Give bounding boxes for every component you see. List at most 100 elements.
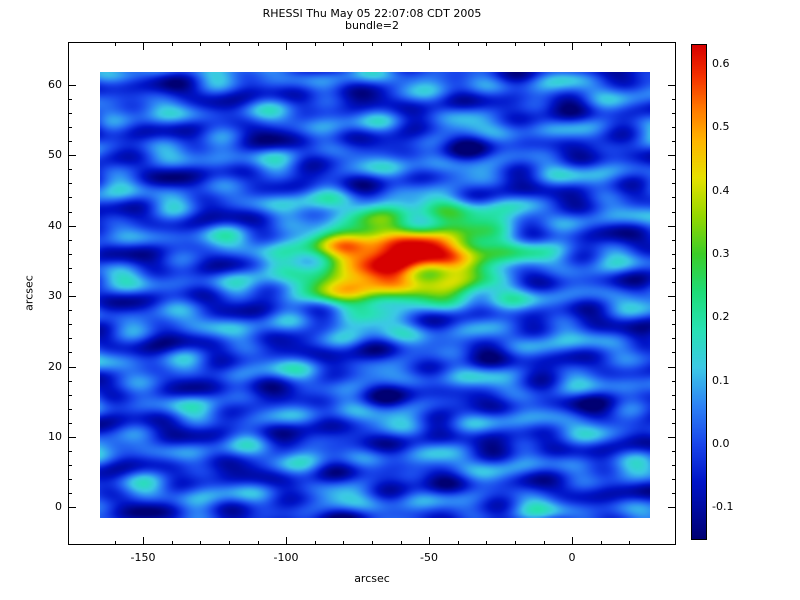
y-minor-tick [672, 423, 675, 424]
x-minor-tick [515, 43, 516, 46]
y-tick [69, 85, 76, 86]
x-tick [143, 43, 144, 50]
y-minor-tick [69, 113, 72, 114]
y-minor-tick [672, 212, 675, 213]
y-minor-tick [69, 212, 72, 213]
x-minor-tick [229, 541, 230, 544]
colorbar-tick-label: 0.2 [712, 310, 730, 323]
y-minor-tick [672, 169, 675, 170]
y-tick-label: 10 [48, 430, 62, 443]
x-minor-tick [372, 541, 373, 544]
y-minor-tick [69, 282, 72, 283]
x-minor-tick [258, 541, 259, 544]
x-minor-tick [343, 541, 344, 544]
x-minor-tick [544, 541, 545, 544]
x-tick [572, 537, 573, 544]
y-minor-tick [69, 254, 72, 255]
x-minor-tick [115, 43, 116, 46]
colorbar-tick-label: 0.5 [712, 120, 730, 133]
y-tick [69, 226, 76, 227]
x-minor-tick [315, 43, 316, 46]
y-tick-label: 40 [48, 219, 62, 232]
y-minor-tick [69, 169, 72, 170]
x-minor-tick [544, 43, 545, 46]
y-minor-tick [69, 324, 72, 325]
y-tick [668, 437, 675, 438]
y-tick-label: 30 [48, 289, 62, 302]
y-minor-tick [69, 183, 72, 184]
x-minor-tick [258, 43, 259, 46]
x-tick [429, 537, 430, 544]
y-minor-tick [69, 409, 72, 410]
y-minor-tick [672, 240, 675, 241]
x-minor-tick [372, 43, 373, 46]
y-minor-tick [672, 479, 675, 480]
y-minor-tick [672, 113, 675, 114]
x-tick-label: -100 [273, 551, 299, 564]
x-minor-tick [172, 43, 173, 46]
x-minor-tick [515, 541, 516, 544]
y-minor-tick [672, 352, 675, 353]
y-minor-tick [672, 451, 675, 452]
x-minor-tick [629, 43, 630, 46]
y-minor-tick [672, 324, 675, 325]
x-minor-tick [601, 43, 602, 46]
y-minor-tick [672, 127, 675, 128]
y-minor-tick [672, 183, 675, 184]
y-minor-tick [69, 99, 72, 100]
y-minor-tick [672, 409, 675, 410]
colorbar-tick-label: 0.3 [712, 247, 730, 260]
y-minor-tick [672, 254, 675, 255]
x-tick-label: -150 [130, 551, 156, 564]
y-minor-tick [69, 338, 72, 339]
x-tick-label: 0 [568, 551, 576, 564]
x-tick [572, 43, 573, 50]
colorbar [691, 44, 707, 540]
y-tick [668, 226, 675, 227]
x-minor-tick [229, 43, 230, 46]
x-minor-tick [486, 541, 487, 544]
y-tick [69, 507, 76, 508]
y-tick-label: 20 [48, 360, 62, 373]
colorbar-tick-label: 0.4 [712, 184, 730, 197]
y-tick-label: 0 [55, 500, 62, 513]
y-minor-tick [69, 381, 72, 382]
y-minor-tick [69, 352, 72, 353]
x-tick [143, 537, 144, 544]
colorbar-canvas [692, 45, 706, 539]
y-tick [668, 155, 675, 156]
y-minor-tick [69, 423, 72, 424]
x-minor-tick [629, 541, 630, 544]
y-tick-label: 60 [48, 78, 62, 91]
x-minor-tick [200, 43, 201, 46]
y-minor-tick [69, 479, 72, 480]
x-minor-tick [458, 43, 459, 46]
x-minor-tick [315, 541, 316, 544]
y-minor-tick [69, 465, 72, 466]
y-minor-tick [672, 141, 675, 142]
y-tick [668, 507, 675, 508]
y-tick [668, 296, 675, 297]
x-minor-tick [200, 541, 201, 544]
y-tick [668, 85, 675, 86]
x-axis-label: arcsec [354, 572, 390, 585]
y-tick [69, 367, 76, 368]
colorbar-tick-label: -0.1 [712, 500, 734, 513]
y-minor-tick [672, 197, 675, 198]
x-minor-tick [486, 43, 487, 46]
y-minor-tick [672, 465, 675, 466]
y-minor-tick [672, 381, 675, 382]
colorbar-tick-label: 0.6 [712, 57, 730, 70]
y-tick-label: 50 [48, 148, 62, 161]
y-axis-label: arcsec [22, 275, 36, 311]
x-minor-tick [401, 43, 402, 46]
y-minor-tick [672, 99, 675, 100]
y-tick [69, 437, 76, 438]
colorbar-tick-label: 0.1 [712, 374, 730, 387]
x-tick-label: -50 [420, 551, 438, 564]
y-minor-tick [672, 310, 675, 311]
chart-title: RHESSI Thu May 05 22:07:08 CDT 2005 [262, 7, 482, 20]
x-minor-tick [458, 541, 459, 544]
y-minor-tick [672, 395, 675, 396]
y-minor-tick [672, 338, 675, 339]
